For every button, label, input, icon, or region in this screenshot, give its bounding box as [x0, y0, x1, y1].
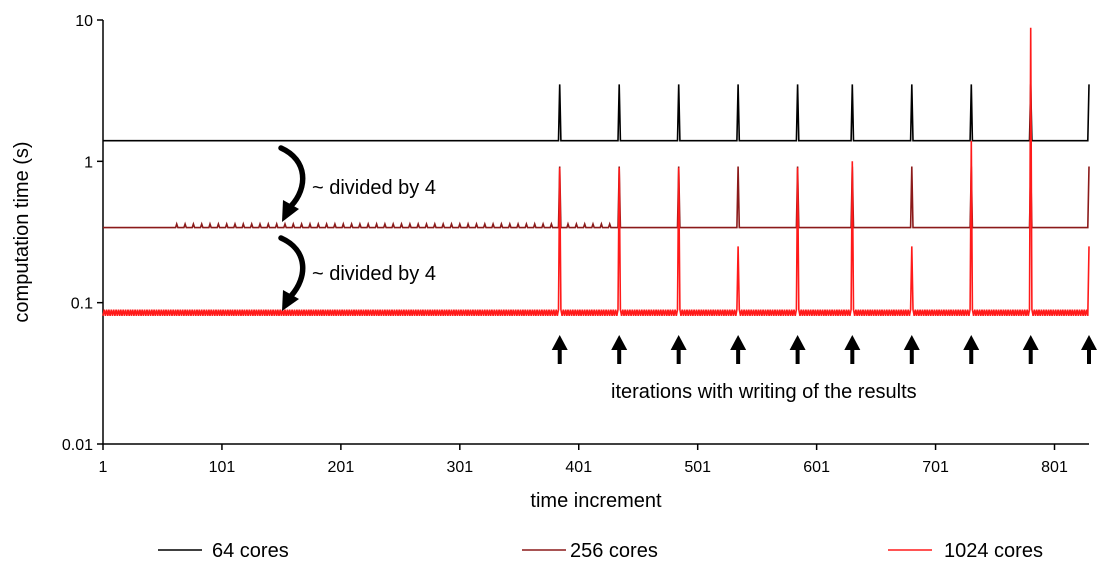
write-arrows [551, 335, 1097, 364]
x-tick-label: 201 [328, 459, 355, 476]
x-axis-ticks: 1 101 201 301 401 501 601 701 801 [99, 444, 1068, 476]
arrow-up-icon [1022, 335, 1039, 364]
arrow-up-icon [789, 335, 806, 364]
curved-arrow-icon [278, 235, 306, 311]
x-axis-title: time increment [530, 490, 662, 512]
x-tick-label: 801 [1041, 459, 1068, 476]
x-tick-label: 401 [565, 459, 592, 476]
series-line-256-cores [103, 166, 1090, 229]
legend-label-256: 256 cores [570, 540, 658, 562]
legend-label-1024: 1024 cores [944, 540, 1043, 562]
y-axis-title: computation time (s) [11, 141, 33, 322]
series-layer [102, 27, 1090, 316]
x-tick-label: 501 [684, 459, 711, 476]
arrow-up-icon [551, 335, 568, 364]
arrow-up-icon [903, 335, 920, 364]
arrow-up-icon [670, 335, 687, 364]
x-tick-label: 101 [209, 459, 236, 476]
arrow-up-icon [1081, 335, 1097, 364]
curved-arrow-icon [278, 145, 306, 222]
y-tick-label: 0.01 [62, 437, 93, 454]
arrow-up-icon [611, 335, 628, 364]
arrow-up-icon [730, 335, 747, 364]
legend: 64 cores 256 cores 1024 cores [158, 540, 1043, 562]
x-tick-label: 1 [99, 459, 108, 476]
y-tick-label: 10 [75, 13, 93, 30]
x-tick-label: 601 [803, 459, 830, 476]
x-tick-label: 701 [922, 459, 949, 476]
y-tick-label: 1 [84, 154, 93, 171]
arrow-up-icon [963, 335, 980, 364]
divided-annotation-1: ~ divided by 4 [312, 177, 436, 199]
series-line-64-cores [103, 84, 1090, 142]
legend-label-64: 64 cores [212, 540, 289, 562]
y-axis-ticks: 0.01 0.1 1 10 [62, 13, 103, 454]
y-tick-label: 0.1 [71, 296, 93, 313]
write-annotation: iterations with writing of the results [611, 381, 917, 403]
divided-annotation-2: ~ divided by 4 [312, 263, 436, 285]
series-line-1024-cores [102, 27, 1090, 316]
x-tick-label: 301 [446, 459, 473, 476]
arrow-up-icon [844, 335, 861, 364]
